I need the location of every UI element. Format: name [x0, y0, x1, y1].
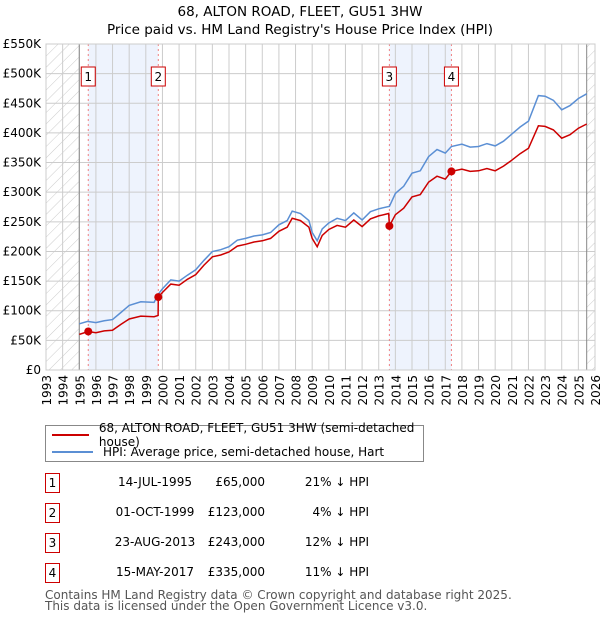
- legend-label: 68, ALTON ROAD, FLEET, GU51 3HW (semi-de…: [98, 421, 415, 449]
- x-tick-label: 1993: [40, 375, 54, 406]
- sale-row: 3 23-AUG-2013 £243,000 12% ↓ HPI: [45, 533, 425, 553]
- x-tick-label: 2024: [556, 375, 570, 406]
- y-tick-label: £0: [26, 363, 41, 377]
- footer-copyright: Contains HM Land Registry data © Crown c…: [45, 588, 512, 602]
- y-tick-label: £400K: [3, 126, 43, 140]
- sale-number: 2: [45, 503, 60, 523]
- plot-border: [45, 43, 596, 371]
- legend-swatch-red: [52, 434, 89, 436]
- x-tick-label: 2021: [506, 375, 520, 406]
- sale-number-label: 3: [386, 70, 394, 84]
- sale-price: £65,000: [215, 475, 265, 489]
- x-tick-label: 2017: [439, 375, 453, 406]
- x-tick-label: 2003: [206, 375, 220, 406]
- y-tick-label: £550K: [3, 37, 43, 51]
- y-tick-label: £500K: [3, 67, 43, 81]
- x-tick-label: 1996: [90, 375, 104, 406]
- sale-number-box: [443, 66, 459, 87]
- sale-date: 23-AUG-2013: [114, 535, 196, 549]
- y-tick-label: £350K: [3, 156, 43, 170]
- x-tick-label: 2007: [273, 375, 287, 406]
- x-tick-label: 2022: [522, 375, 536, 406]
- sale-point: [154, 293, 163, 302]
- x-tick-label: 1999: [140, 375, 154, 406]
- chart-subtitle: Price paid vs. HM Land Registry's House …: [107, 22, 493, 38]
- sale-point: [385, 221, 394, 230]
- y-tick-label: £50K: [10, 333, 42, 347]
- x-tick-label: 2004: [223, 375, 237, 406]
- x-tick-label: 2019: [473, 375, 487, 406]
- ownership-band: [389, 44, 452, 370]
- y-tick-label: £250K: [3, 215, 43, 229]
- sale-price: £123,000: [207, 505, 265, 519]
- legend-label: HPI: Average price, semi-detached house,…: [103, 445, 385, 459]
- sale-date: 15-MAY-2017: [115, 565, 194, 579]
- legend-swatch-blue: [52, 451, 93, 453]
- sale-date: 01-OCT-1999: [115, 505, 195, 519]
- no-data-hatch: [586, 44, 595, 370]
- x-tick-label: 2013: [373, 375, 387, 406]
- sale-number: 3: [45, 533, 60, 553]
- footer-licence: This data is licensed under the Open Gov…: [45, 599, 428, 613]
- sale-hpi-diff: 12% ↓ HPI: [304, 535, 369, 549]
- sale-hpi-diff: 21% ↓ HPI: [304, 475, 369, 489]
- legend-item-property: 68, ALTON ROAD, FLEET, GU51 3HW (semi-de…: [46, 421, 423, 449]
- sale-number-label: 2: [154, 70, 162, 84]
- sale-number-box: [381, 66, 397, 87]
- x-tick-label: 2006: [256, 375, 270, 406]
- x-tick-label: 2002: [190, 375, 204, 406]
- y-tick-label: £100K: [3, 304, 43, 318]
- sale-row: 4 15-MAY-2017 £335,000 11% ↓ HPI: [45, 563, 425, 583]
- x-tick-label: 2005: [240, 375, 254, 406]
- x-tick-label: 1998: [123, 375, 137, 406]
- chart-title: 68, ALTON ROAD, FLEET, GU51 3HW: [177, 4, 423, 20]
- sale-price: £335,000: [207, 565, 265, 579]
- hpi-line: [79, 93, 588, 325]
- x-tick-label: 1995: [73, 375, 87, 406]
- sale-hpi-diff: 11% ↓ HPI: [304, 565, 369, 579]
- x-tick-label: 2025: [572, 375, 586, 406]
- x-tick-label: 2016: [423, 375, 437, 406]
- ownership-band: [88, 44, 159, 370]
- legend: 68, ALTON ROAD, FLEET, GU51 3HW (semi-de…: [45, 421, 424, 462]
- x-tick-label: 1994: [57, 375, 71, 406]
- x-tick-label: 2009: [306, 375, 320, 406]
- y-tick-label: £200K: [3, 244, 43, 258]
- sale-row: 1 14-JUL-1995 £65,000 21% ↓ HPI: [45, 473, 425, 493]
- x-tick-label: 2001: [173, 375, 187, 406]
- y-tick-label: £300K: [3, 185, 43, 199]
- sale-price: £243,000: [207, 535, 265, 549]
- sale-number: 4: [45, 563, 60, 583]
- sale-number: 1: [45, 473, 60, 493]
- sale-number-label: 1: [84, 70, 92, 84]
- price-paid-line: [79, 123, 588, 336]
- sale-hpi-diff: 4% ↓ HPI: [312, 505, 369, 519]
- sale-point: [447, 167, 456, 176]
- x-tick-label: 2023: [539, 375, 553, 406]
- x-tick-label: 2020: [489, 375, 503, 406]
- x-tick-label: 2018: [456, 375, 470, 406]
- price-chart: 1993 1994 1995 1996 1997 1998 1999 2000 2001 2002…: [3, 37, 600, 406]
- legend-item-hpi: HPI: Average price, semi-detached house,…: [46, 444, 384, 460]
- x-tick-label: 2000: [156, 375, 170, 406]
- y-tick-label: £150K: [3, 274, 43, 288]
- y-tick-label: £450K: [3, 96, 43, 110]
- x-tick-label: 1997: [107, 375, 121, 406]
- x-tick-label: 2010: [323, 375, 337, 406]
- x-tick-label: 2008: [290, 375, 304, 406]
- x-tick-label: 2026: [589, 375, 600, 406]
- sale-date: 14-JUL-1995: [118, 475, 192, 489]
- x-tick-label: 2012: [356, 375, 370, 406]
- sale-point: [84, 327, 93, 336]
- x-tick-label: 2011: [339, 375, 353, 406]
- x-tick-label: 2015: [406, 375, 420, 406]
- sale-number-box: [80, 66, 96, 87]
- x-tick-label: 2014: [389, 375, 403, 406]
- sale-row: 2 01-OCT-1999 £123,000 4% ↓ HPI: [45, 503, 425, 523]
- sale-number-box: [150, 66, 166, 87]
- sale-number-label: 4: [448, 70, 456, 84]
